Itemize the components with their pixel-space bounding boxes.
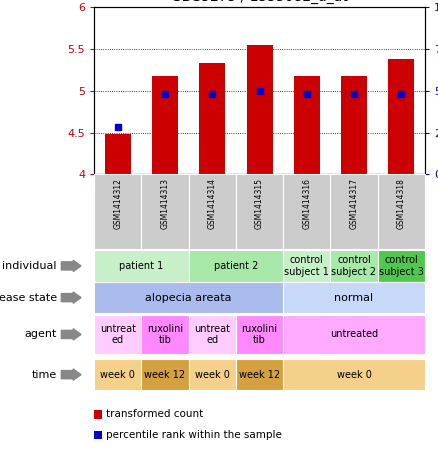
Bar [283, 282, 425, 313]
Bar [105, 134, 131, 174]
Text: week 12: week 12 [239, 370, 280, 380]
Bar [94, 174, 141, 249]
Bar [199, 63, 225, 174]
Text: GSM1414312: GSM1414312 [113, 178, 122, 229]
Bar [388, 59, 414, 174]
Bar [94, 359, 141, 390]
Text: disease state: disease state [0, 293, 57, 303]
Text: week 0: week 0 [336, 370, 371, 380]
Text: agent: agent [25, 329, 57, 339]
Bar [94, 250, 189, 282]
Bar [283, 314, 425, 354]
Text: untreated: untreated [330, 329, 378, 339]
Text: GSM1414313: GSM1414313 [161, 178, 170, 229]
Bar [236, 174, 283, 249]
Text: GSM1414318: GSM1414318 [397, 178, 406, 229]
Text: week 12: week 12 [145, 370, 186, 380]
Bar [378, 174, 425, 249]
Text: time: time [32, 370, 57, 380]
Bar [247, 44, 272, 174]
Bar [330, 250, 378, 282]
Text: GSM1414314: GSM1414314 [208, 178, 217, 229]
Text: alopecia areata: alopecia areata [145, 293, 232, 303]
Bar [94, 314, 141, 354]
Text: untreat
ed: untreat ed [100, 323, 136, 345]
Bar [141, 314, 189, 354]
Bar [189, 174, 236, 249]
Bar [189, 359, 236, 390]
Bar [141, 359, 189, 390]
Bar [283, 359, 425, 390]
Text: week 0: week 0 [100, 370, 135, 380]
Bar [189, 250, 283, 282]
Text: percentile rank within the sample: percentile rank within the sample [106, 430, 283, 440]
Text: control
subject 1: control subject 1 [284, 255, 329, 277]
Bar [341, 76, 367, 174]
Bar [94, 282, 283, 313]
Text: GSM1414317: GSM1414317 [350, 178, 358, 229]
Text: transformed count: transformed count [106, 410, 204, 419]
Bar [236, 359, 283, 390]
Text: week 0: week 0 [195, 370, 230, 380]
Text: patient 2: patient 2 [214, 261, 258, 271]
Bar [152, 76, 178, 174]
Text: untreat
ed: untreat ed [194, 323, 230, 345]
Text: individual: individual [3, 261, 57, 271]
Bar [236, 314, 283, 354]
Text: ruxolini
tib: ruxolini tib [147, 323, 183, 345]
Bar [189, 314, 236, 354]
Text: control
subject 3: control subject 3 [379, 255, 424, 277]
Text: ruxolini
tib: ruxolini tib [241, 323, 278, 345]
Bar [283, 174, 330, 249]
Text: GSM1414315: GSM1414315 [255, 178, 264, 229]
Text: patient 1: patient 1 [119, 261, 163, 271]
Text: control
subject 2: control subject 2 [332, 255, 377, 277]
Bar [294, 76, 320, 174]
Bar [141, 174, 189, 249]
Text: normal: normal [335, 293, 374, 303]
Text: GSM1414316: GSM1414316 [302, 178, 311, 229]
Bar [378, 250, 425, 282]
Bar [283, 250, 330, 282]
Title: GDS5275 / 1555082_a_at: GDS5275 / 1555082_a_at [171, 0, 348, 5]
Bar [330, 174, 378, 249]
